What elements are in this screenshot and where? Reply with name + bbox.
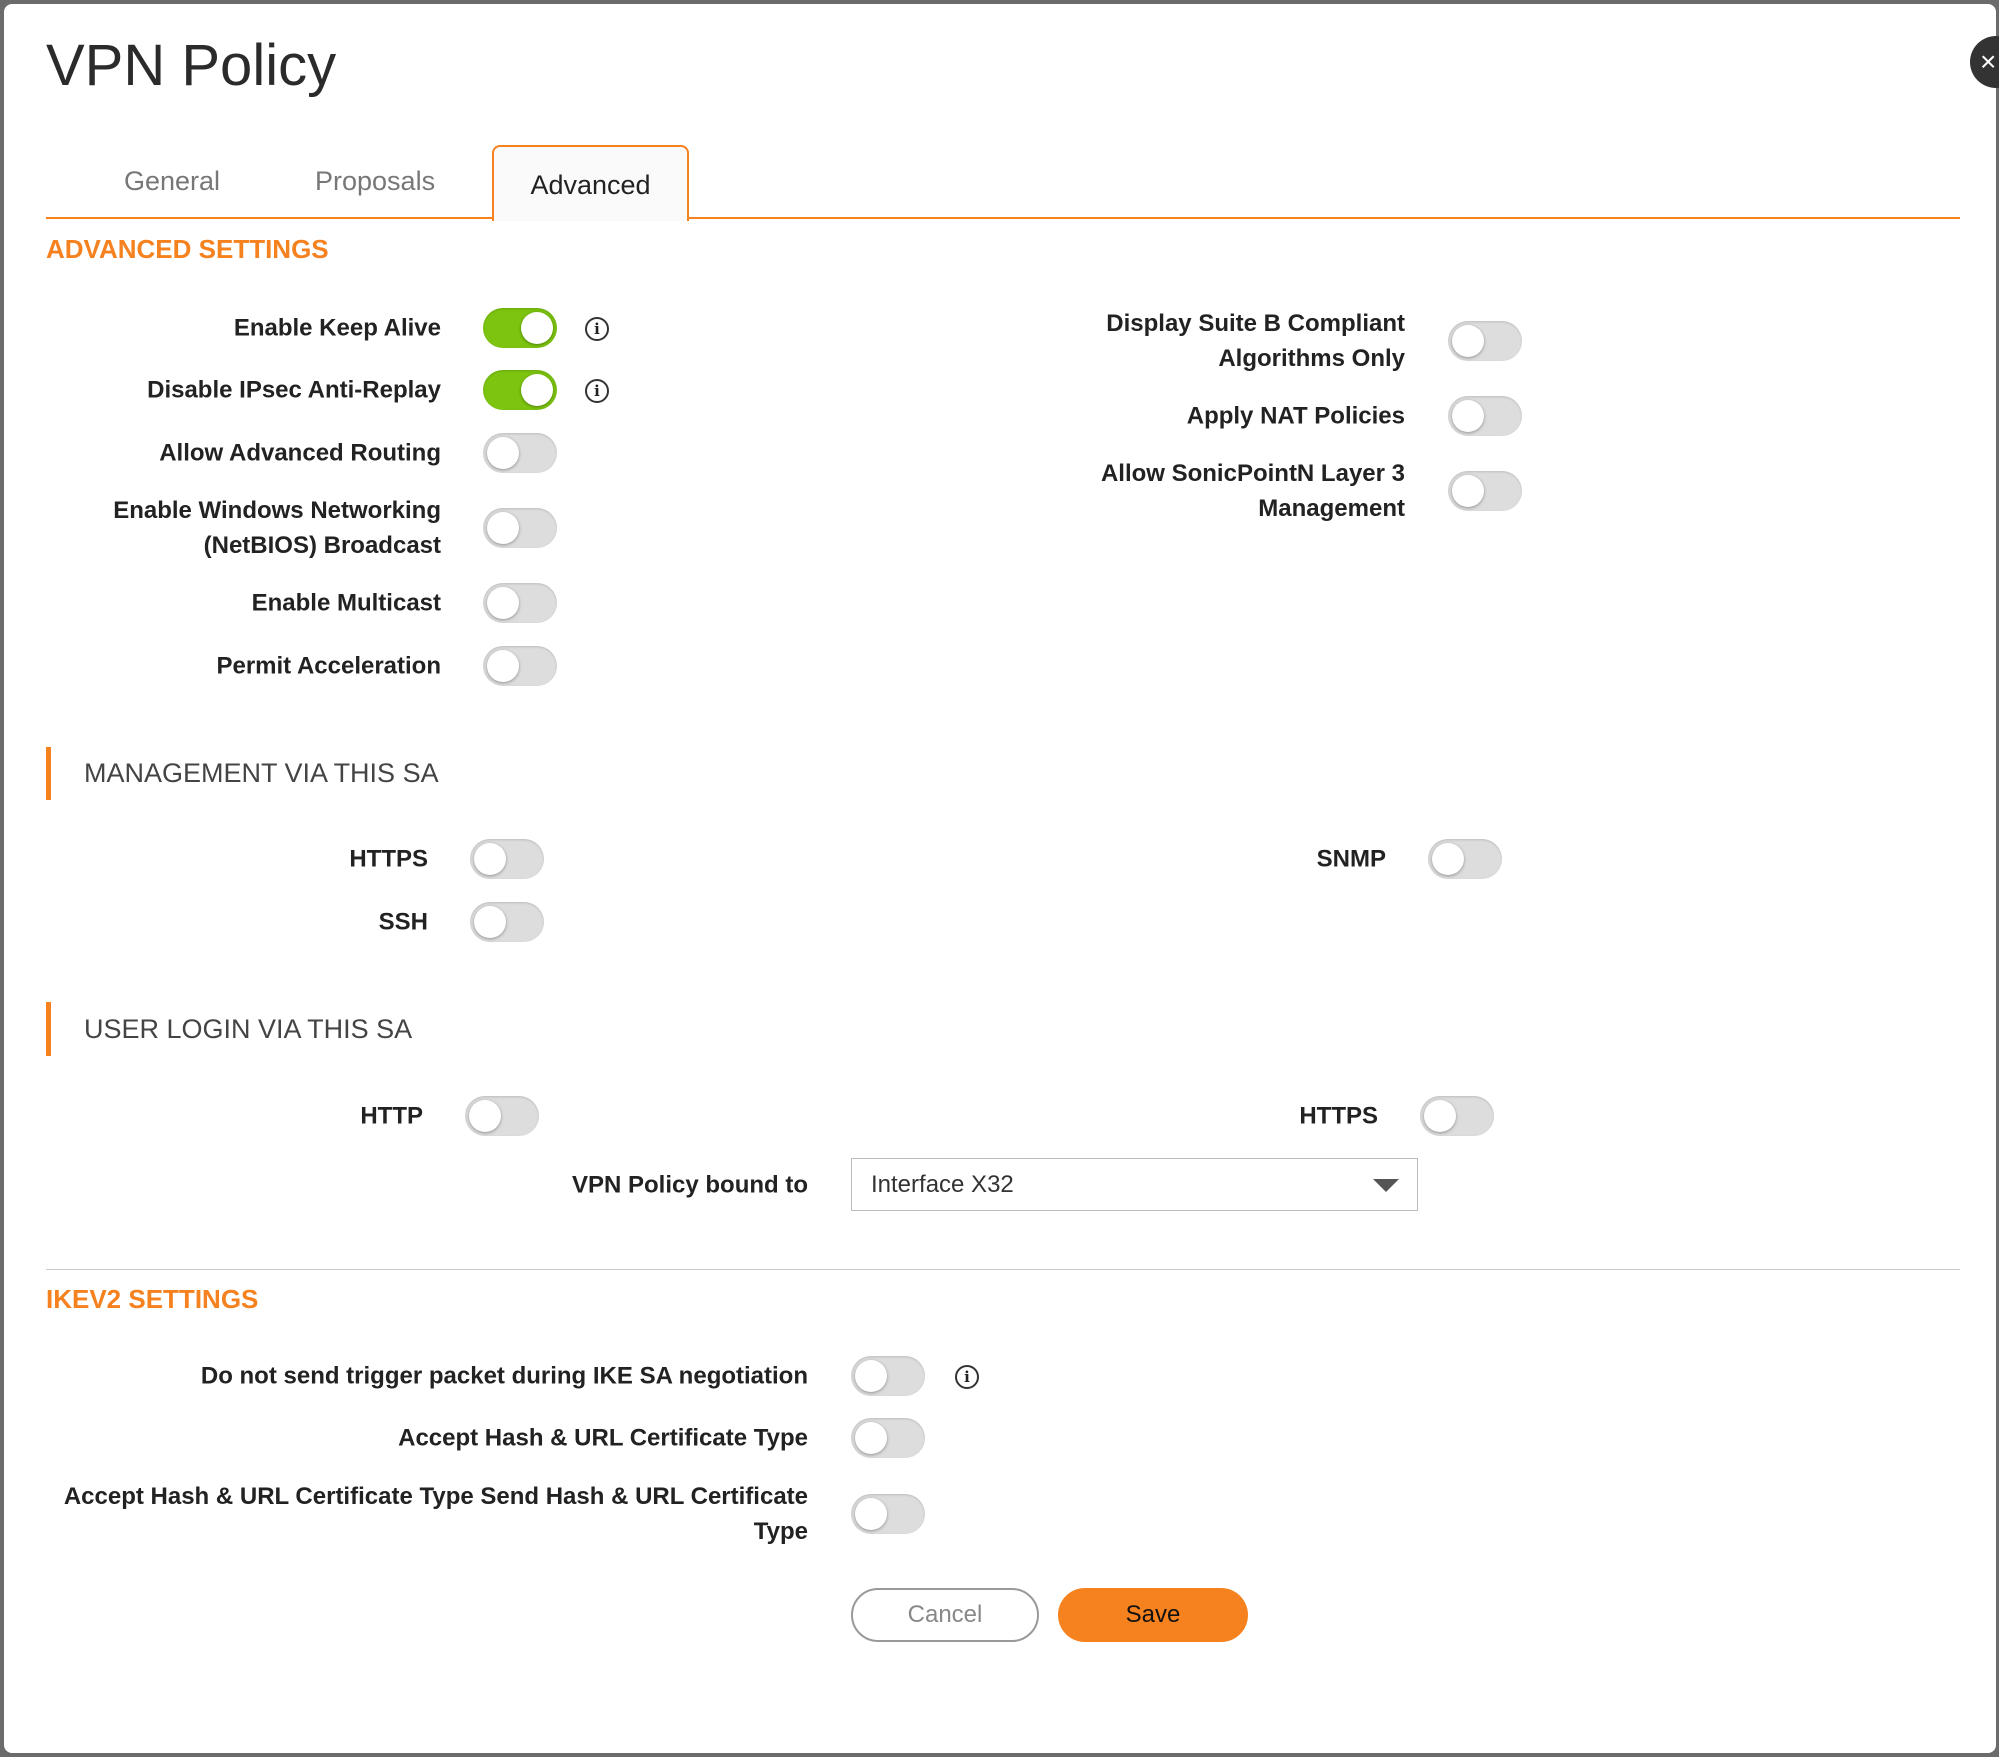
enable-multicast-label: Enable Multicast	[251, 589, 441, 617]
login-http-label: HTTP	[360, 1102, 423, 1130]
divider	[46, 1269, 1960, 1270]
mgmt-https-label: HTTPS	[349, 845, 428, 873]
login-http-toggle[interactable]	[465, 1096, 539, 1136]
no-trigger-packet-label: Do not send trigger packet during IKE SA…	[200, 1362, 808, 1390]
apply-nat-policies-toggle[interactable]	[1448, 396, 1522, 436]
allow-advanced-routing-label: Allow Advanced Routing	[159, 439, 441, 467]
enable-keep-alive-toggle[interactable]	[483, 308, 557, 348]
vpn-policy-bound-select[interactable]: Interface X32	[851, 1158, 1418, 1211]
sonicpointn-label: Allow SonicPointN Layer 3 Management	[1100, 460, 1405, 522]
permit-acceleration-label: Permit Acceleration	[216, 652, 441, 680]
accept-hash-url-toggle[interactable]	[851, 1418, 925, 1458]
chevron-down-icon	[1373, 1179, 1399, 1192]
section-marker	[46, 747, 51, 800]
mgmt-https-toggle[interactable]	[470, 839, 544, 879]
management-heading: MANAGEMENT VIA THIS SA	[84, 758, 439, 788]
enable-keep-alive-label: Enable Keep Alive	[233, 314, 441, 342]
accept-hash-url-label: Accept Hash & URL Certificate Type	[398, 1424, 808, 1452]
sonicpointn-toggle[interactable]	[1448, 471, 1522, 511]
info-icon[interactable]: i	[585, 379, 609, 403]
info-icon[interactable]: i	[955, 1365, 979, 1389]
tab-general[interactable]: General	[124, 166, 221, 196]
login-https-toggle[interactable]	[1420, 1096, 1494, 1136]
permit-acceleration-toggle[interactable]	[483, 646, 557, 686]
netbios-broadcast-toggle[interactable]	[483, 508, 557, 548]
dialog-title: VPN Policy	[46, 33, 337, 98]
send-hash-url-label: Accept Hash & URL Certificate Type Send …	[63, 1483, 808, 1545]
vpn-policy-bound-label: VPN Policy bound to	[571, 1171, 808, 1199]
user-login-heading: USER LOGIN VIA THIS SA	[84, 1014, 413, 1044]
cancel-button[interactable]: Cancel	[851, 1588, 1039, 1642]
mgmt-ssh-toggle[interactable]	[470, 902, 544, 942]
save-button[interactable]: Save	[1058, 1588, 1248, 1642]
section-marker	[46, 1002, 51, 1056]
mgmt-snmp-toggle[interactable]	[1428, 839, 1502, 879]
allow-advanced-routing-toggle[interactable]	[483, 433, 557, 473]
ikev2-settings-heading: IKEV2 SETTINGS	[46, 1284, 259, 1314]
selected-value: Interface X32	[871, 1171, 1014, 1198]
enable-multicast-toggle[interactable]	[483, 583, 557, 623]
netbios-broadcast-label: Enable Windows Networking (NetBIOS) Broa…	[113, 497, 441, 559]
tab-underline	[46, 217, 1960, 219]
mgmt-snmp-label: SNMP	[1316, 845, 1386, 873]
tab-advanced[interactable]: Advanced	[492, 145, 689, 221]
send-hash-url-toggle[interactable]	[851, 1494, 925, 1534]
vpn-policy-dialog: VPN Policy General Proposals Advanced AD…	[4, 4, 1996, 1753]
suite-b-label: Display Suite B Compliant Algorithms Onl…	[1106, 310, 1405, 372]
disable-ipsec-anti-replay-label: Disable IPsec Anti-Replay	[147, 376, 441, 404]
info-icon[interactable]: i	[585, 317, 609, 341]
mgmt-ssh-label: SSH	[378, 908, 428, 936]
login-https-label: HTTPS	[1299, 1102, 1378, 1130]
disable-ipsec-anti-replay-toggle[interactable]	[483, 370, 557, 410]
no-trigger-packet-toggle[interactable]	[851, 1356, 925, 1396]
suite-b-toggle[interactable]	[1448, 321, 1522, 361]
advanced-settings-heading: ADVANCED SETTINGS	[46, 234, 329, 264]
apply-nat-policies-label: Apply NAT Policies	[1186, 402, 1405, 430]
tab-proposals[interactable]: Proposals	[315, 166, 436, 196]
